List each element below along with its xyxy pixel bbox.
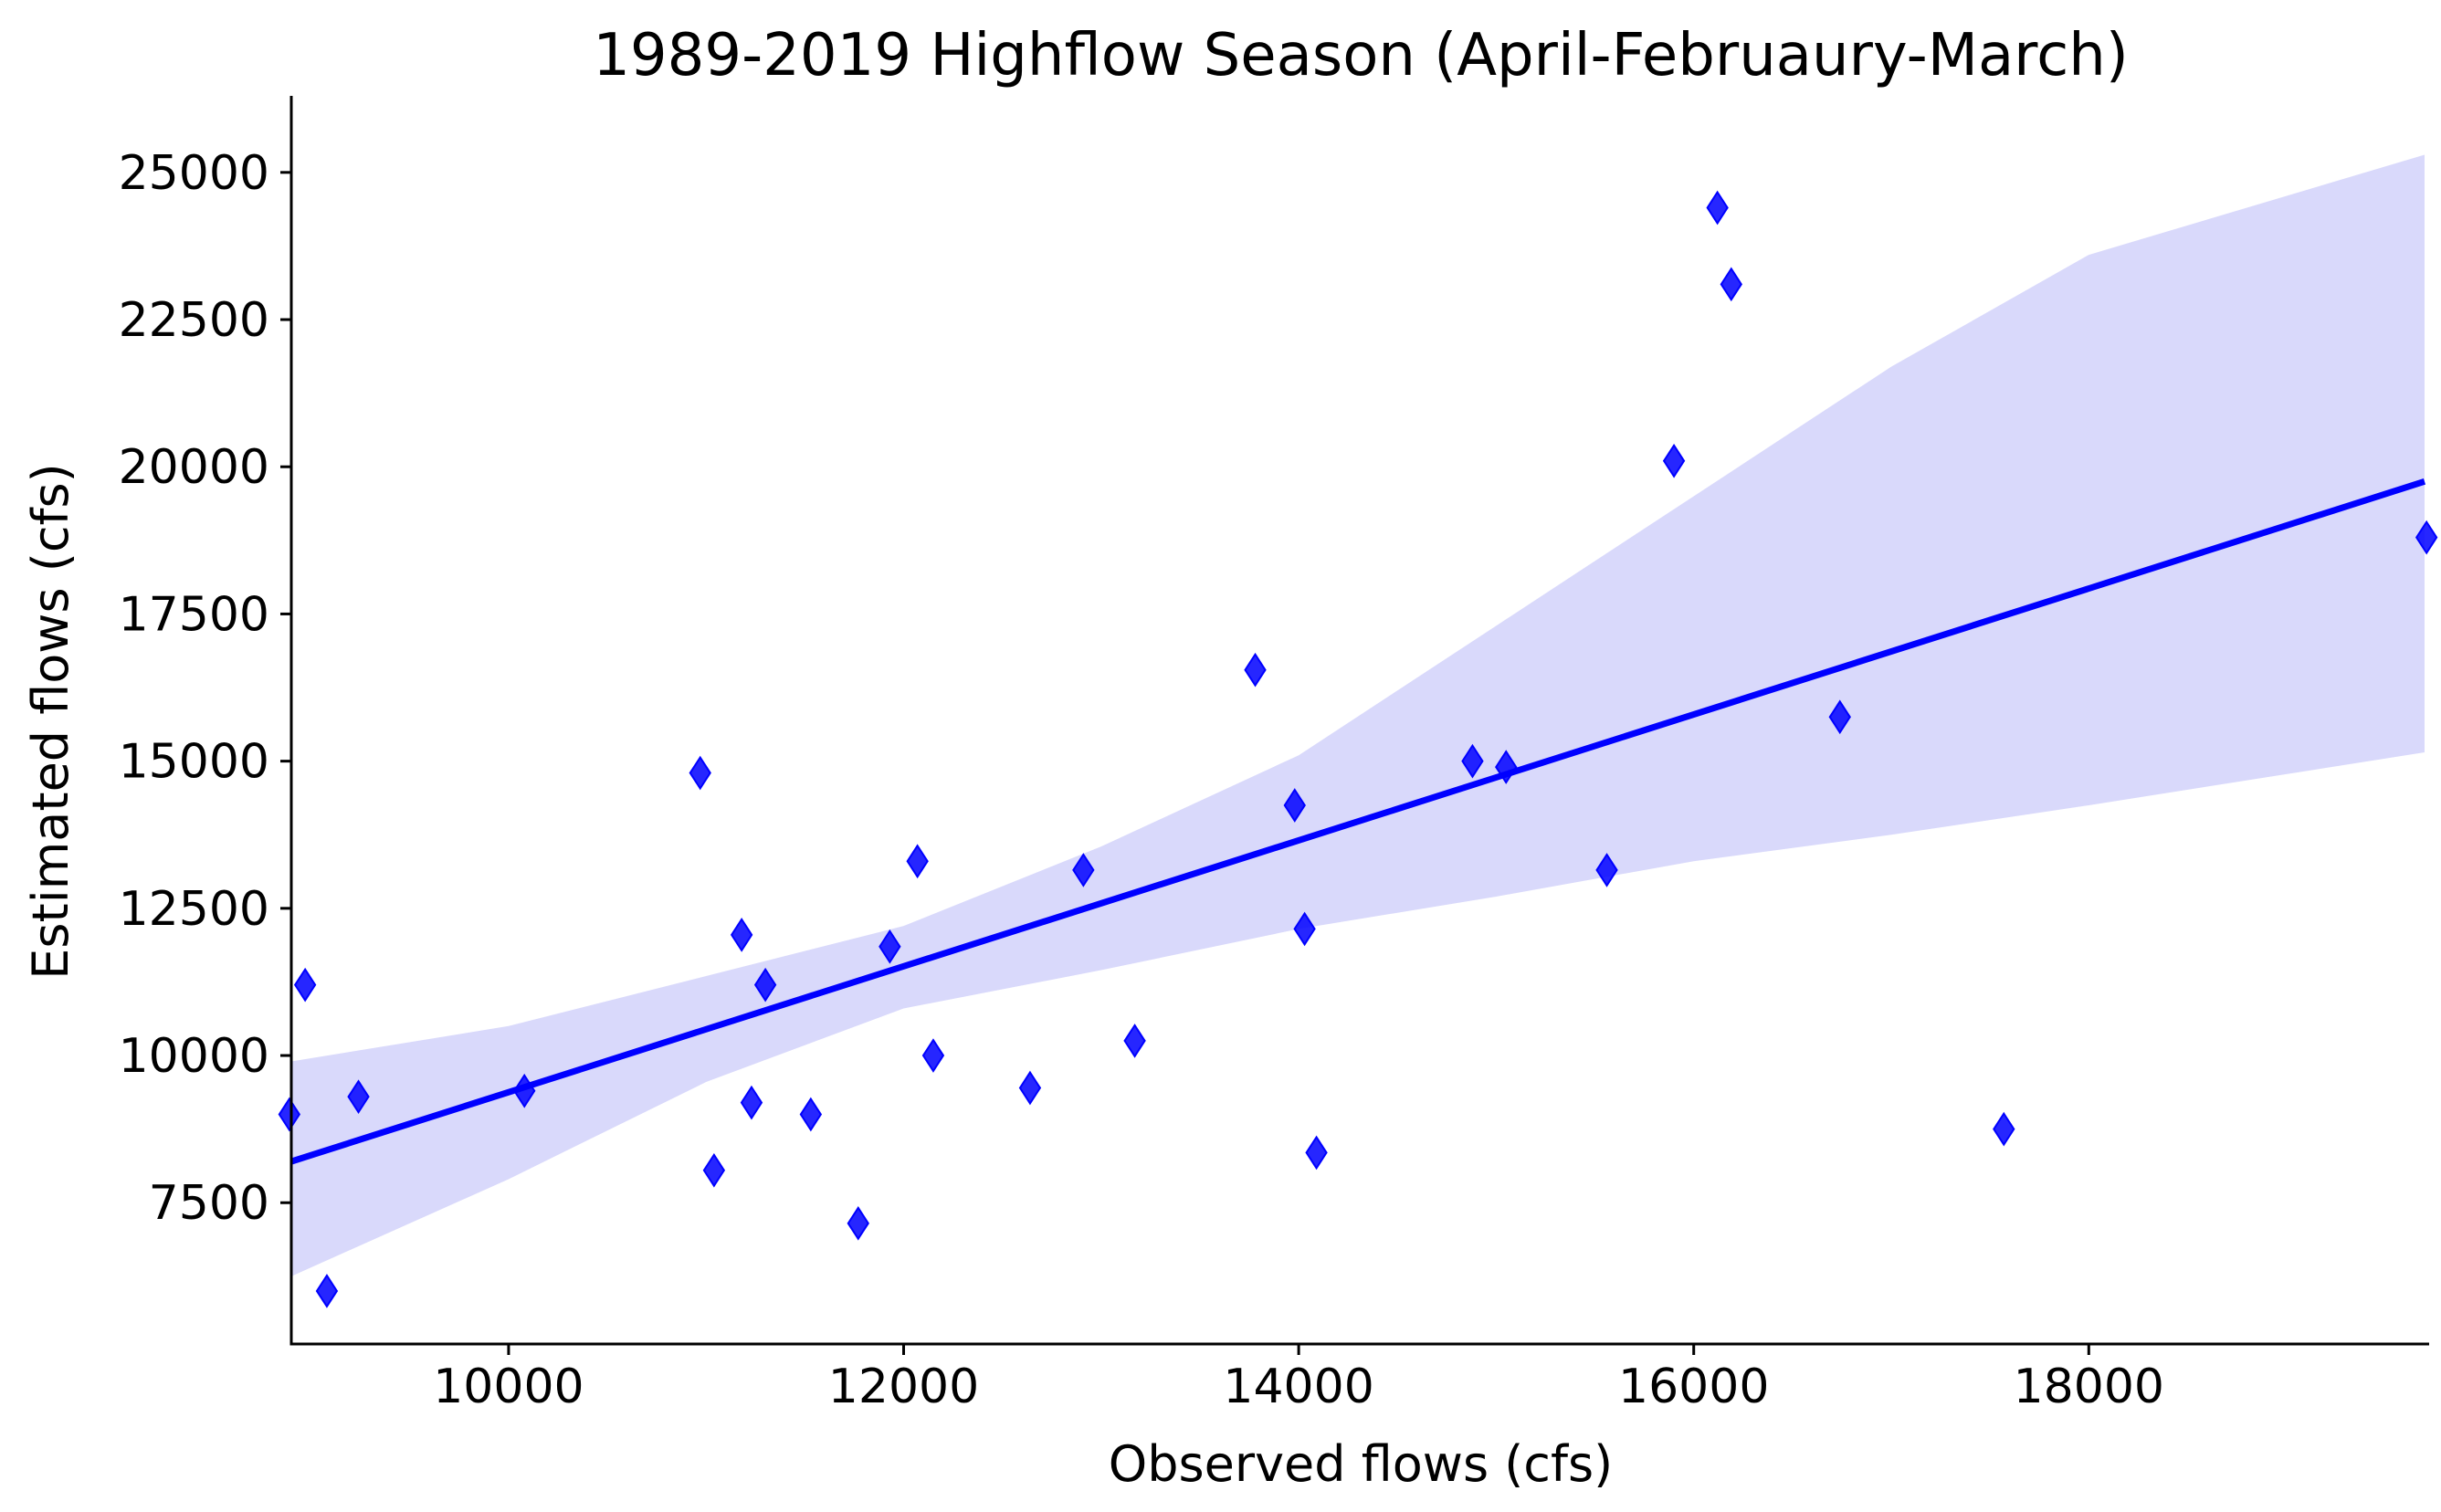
data-point-13 <box>879 929 901 964</box>
y-tick-label: 25000 <box>119 146 269 201</box>
regression-line <box>289 478 2426 1165</box>
data-point-9 <box>740 1085 763 1120</box>
data-points <box>278 190 2438 1308</box>
y-tick-label: 20000 <box>119 440 269 495</box>
plot-area <box>278 154 2438 1308</box>
data-point-14 <box>906 844 929 879</box>
data-point-23 <box>1461 743 1484 779</box>
data-point-10 <box>753 967 777 1003</box>
x-tick-label: 18000 <box>2014 1360 2164 1414</box>
data-point-12 <box>847 1205 869 1241</box>
y-tick-label: 17500 <box>119 587 269 642</box>
x-axis-ticks: 10000 12000 14000 16000 18000 <box>433 1344 2164 1414</box>
y-axis-ticks: 7500 10000 12500 15000 17500 20000 22500 25000 <box>119 146 291 1231</box>
data-point-18 <box>1123 1024 1146 1058</box>
y-tick-label: 22500 <box>119 293 269 348</box>
x-tick-label: 14000 <box>1223 1360 1373 1414</box>
data-point-15 <box>921 1038 945 1073</box>
data-point-21 <box>1293 911 1316 947</box>
data-point-20 <box>1283 788 1306 823</box>
y-axis-label: Estimated flows (cfs) <box>22 463 79 979</box>
y-tick-label: 12500 <box>119 882 269 937</box>
y-tick-label: 7500 <box>149 1176 269 1231</box>
data-point-30 <box>1993 1111 2015 1147</box>
x-tick-label: 12000 <box>828 1360 979 1414</box>
chart-title: 1989-2019 Highflow Season (April-Februau… <box>593 22 2129 89</box>
data-point-31 <box>2415 520 2438 555</box>
data-point-3 <box>315 1274 339 1308</box>
data-point-16 <box>1018 1070 1042 1106</box>
data-point-29 <box>1828 699 1851 735</box>
data-point-7 <box>702 1152 726 1188</box>
data-point-2 <box>293 967 317 1003</box>
data-point-25 <box>1595 853 1618 887</box>
data-point-24 <box>1495 750 1518 784</box>
data-point-28 <box>1720 267 1742 302</box>
data-point-5 <box>513 1073 536 1108</box>
data-point-6 <box>689 755 711 791</box>
confidence-band <box>291 154 2425 1276</box>
data-point-17 <box>1072 853 1095 887</box>
data-point-22 <box>1305 1135 1328 1171</box>
data-point-27 <box>1706 190 1729 226</box>
data-point-11 <box>799 1097 823 1132</box>
y-tick-label: 15000 <box>119 735 269 790</box>
data-point-4 <box>347 1079 370 1115</box>
data-point-19 <box>1244 652 1267 688</box>
data-point-8 <box>730 918 753 952</box>
x-tick-label: 16000 <box>1618 1360 1769 1414</box>
x-tick-label: 10000 <box>433 1360 584 1414</box>
x-axis-label: Observed flows (cfs) <box>1109 1435 1613 1493</box>
data-point-26 <box>1662 443 1686 478</box>
y-tick-label: 10000 <box>119 1029 269 1084</box>
data-point-1 <box>278 1097 301 1132</box>
